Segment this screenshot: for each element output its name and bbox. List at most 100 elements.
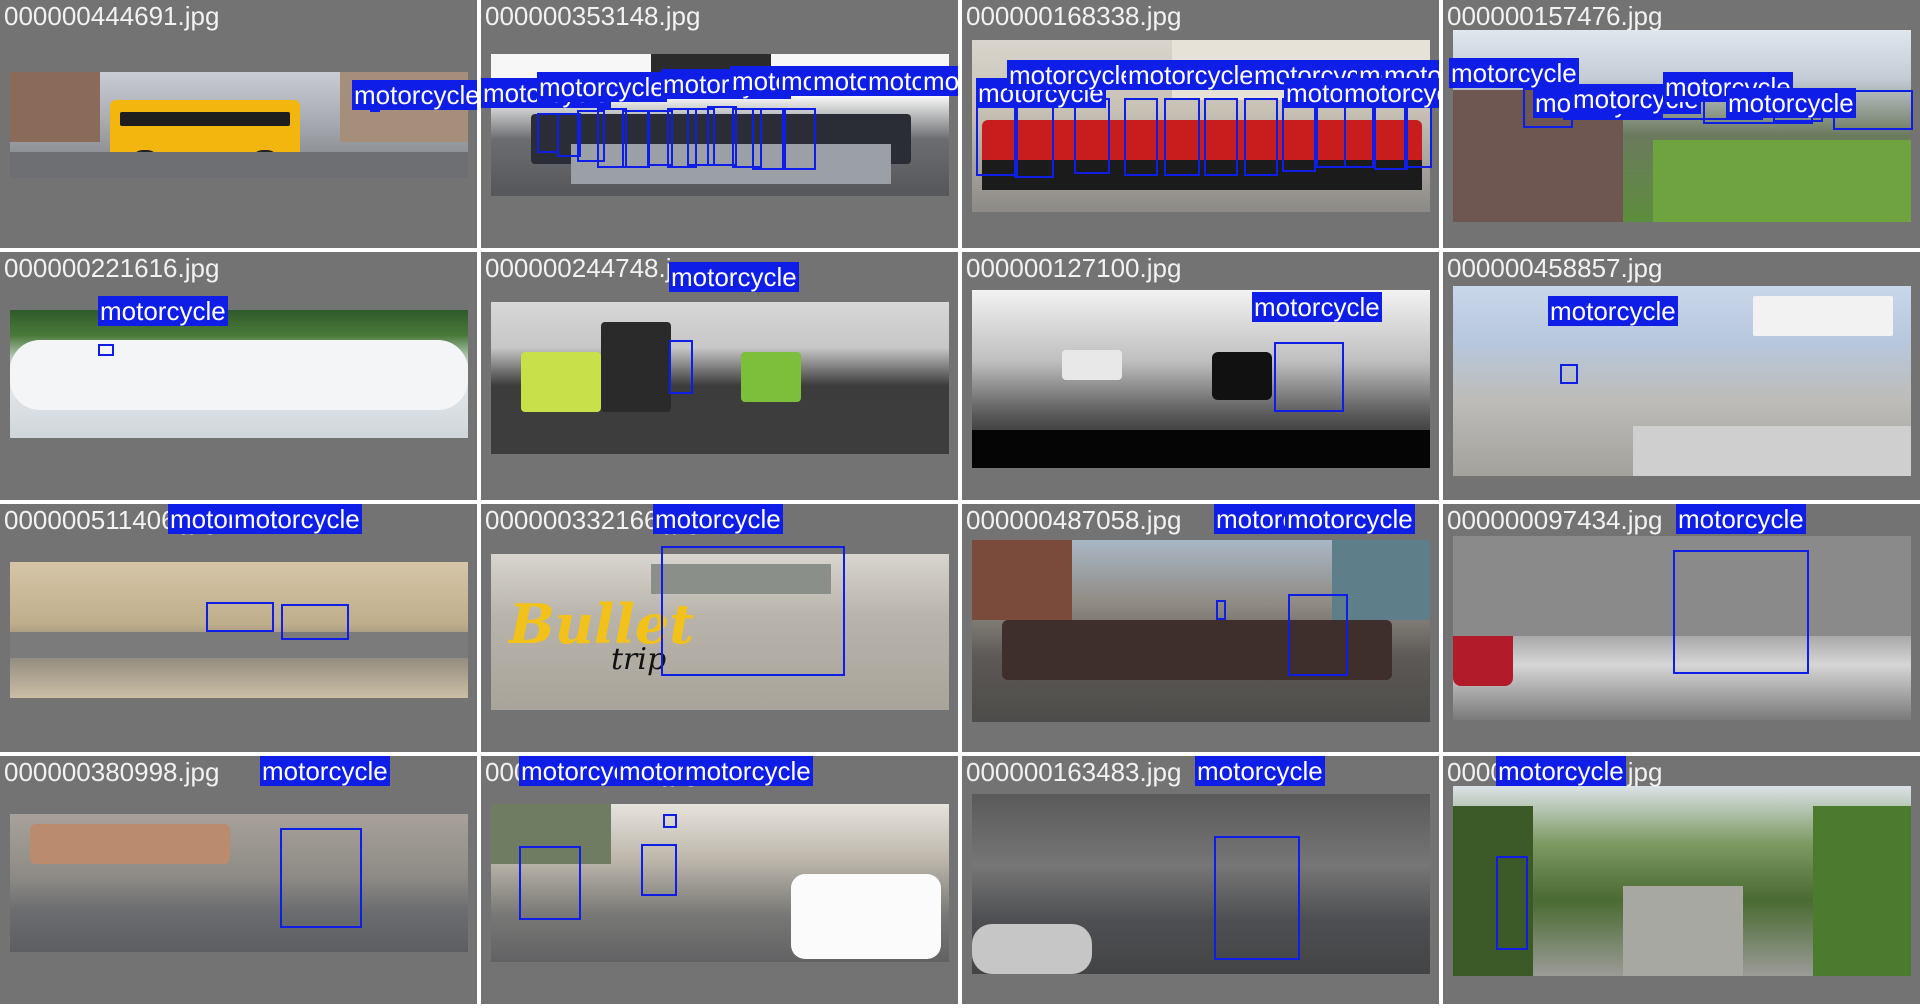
image-tile[interactable]: 000000163483.jpg motorcycle: [962, 756, 1439, 1004]
detection-label: motorcycle: [1496, 756, 1626, 786]
scene-shape: [972, 430, 1430, 468]
scene-shape: [491, 804, 611, 864]
image-tile[interactable]: 000000221616.jpg motorcycle: [0, 252, 477, 500]
detection-box: [1274, 342, 1344, 412]
detection-box: [1496, 856, 1528, 950]
scene-shape: [10, 152, 468, 178]
image-filename: 000000157476.jpg: [1447, 1, 1663, 31]
detection-box: [280, 828, 362, 928]
detection-box: [206, 602, 274, 632]
scene-shape: [972, 540, 1072, 620]
scene-shape: [1653, 140, 1911, 222]
scene-shape: [601, 322, 671, 412]
detection-box: [1374, 98, 1408, 170]
photo-overlay-text: trip: [611, 642, 667, 677]
detection-label: motorcycle: [1126, 60, 1256, 90]
image-tile[interactable]: 000000353148.jpg motorcycle motorcycle moto…: [481, 0, 958, 248]
detection-label: motorcycle: [232, 504, 362, 534]
scene-shape: [1453, 806, 1533, 976]
detection-label: motorcycle: [1285, 504, 1415, 534]
detection-box: [663, 814, 677, 828]
scene-shape: [521, 352, 601, 412]
detection-box: [1074, 98, 1110, 174]
scene-shape: [972, 924, 1092, 974]
photo: [972, 794, 1430, 974]
scene-shape: [1753, 296, 1893, 336]
detection-box: [1244, 98, 1278, 176]
scene-shape: [651, 564, 831, 594]
detection-label: motorcycle: [1252, 292, 1382, 322]
scene-shape: [1332, 540, 1430, 620]
scene-shape: [1002, 620, 1392, 680]
detection-label: motorcycle: [352, 80, 477, 110]
detection-label: motorcycle: [1726, 88, 1856, 118]
detection-box: [667, 108, 697, 168]
detection-label: motorcycle: [683, 756, 813, 786]
photo: [1453, 536, 1911, 720]
scene-shape: [1212, 352, 1272, 400]
detection-box: [732, 108, 762, 168]
detection-box: [281, 604, 349, 640]
detection-label: motorcycle: [1548, 296, 1678, 326]
detection-label: motorcycle: [537, 72, 667, 102]
scene-shape: [791, 874, 941, 959]
detection-box: [557, 113, 581, 157]
image-filename: 000000097434.jpg: [1447, 505, 1663, 535]
image-filename: 000000380998.jpg: [4, 757, 220, 787]
detection-label: motorcycle: [921, 66, 958, 96]
image-filename: 000000353148.jpg: [485, 1, 701, 31]
image-filename: 000000127100.jpg: [966, 253, 1182, 283]
image-filename: 000000244748.jpg: [485, 253, 701, 283]
detection-box: [597, 108, 627, 168]
detection-label: motorcycle: [98, 296, 228, 326]
photo-overlay-text: Bullet: [509, 592, 695, 656]
detection-label: motorcycle: [653, 504, 783, 534]
image-tile[interactable]: 000000332166.jpg Bullet trip motorcycle: [481, 504, 958, 752]
detection-box: [1673, 550, 1809, 674]
detection-box: [577, 110, 605, 162]
image-filename: 000000168338.jpg: [966, 1, 1182, 31]
scene-shape: [120, 112, 290, 126]
photo: [10, 310, 468, 438]
scene-shape: [30, 824, 230, 864]
scene-shape: [10, 632, 468, 658]
image-tile[interactable]: 000000097434.jpg motorcycle: [1443, 504, 1920, 752]
detection-box: [1216, 600, 1226, 620]
detection-box: [669, 340, 693, 394]
detection-label: motorcycle: [1676, 504, 1806, 534]
detection-box: [622, 110, 650, 168]
detection-label: motorcycle: [1449, 58, 1579, 88]
detection-box: [1204, 98, 1238, 176]
scene-shape: [1813, 806, 1911, 976]
detection-label: motorcycle: [260, 756, 390, 786]
detection-box: [707, 106, 737, 166]
image-tile[interactable]: 000000244748.jpg motorcycle: [481, 252, 958, 500]
detection-box: [641, 844, 677, 896]
photo: [1453, 786, 1911, 976]
detection-label: motorcycle: [1342, 78, 1439, 108]
image-filename: 000000444691.jpg: [4, 1, 220, 31]
photo: [491, 302, 949, 454]
image-tile[interactable]: 000000487058.jpg motorcycle motorcycle: [962, 504, 1439, 752]
detection-box: [687, 108, 715, 166]
image-tile[interactable]: 000000561186.jpgmotorcyclemotorcyclemoto…: [481, 756, 958, 1004]
scene-shape: [10, 72, 100, 142]
detection-box: [661, 546, 845, 676]
detection-box: [1282, 98, 1316, 172]
detection-box: [1164, 98, 1200, 176]
image-filename: 000000458857.jpg: [1447, 253, 1663, 283]
detection-box: [752, 108, 786, 170]
scene-shape: [491, 412, 949, 454]
scene-shape: [1453, 536, 1911, 636]
image-tile[interactable]: 000000380998.jpg motorcycle: [0, 756, 477, 1004]
photo: [491, 804, 949, 962]
photo: [972, 540, 1430, 722]
image-tile[interactable]: 000000127100.jpg motorcycle: [962, 252, 1439, 500]
image-tile[interactable]: 000000168338.jpg motorcycle motorcycle moto…: [962, 0, 1439, 248]
scene-shape: [10, 340, 468, 410]
image-tile[interactable]: 000000157476.jpg motorcycle motorcycle moto…: [1443, 0, 1920, 248]
image-tile[interactable]: 000000458857.jpg motorcycle: [1443, 252, 1920, 500]
image-tile[interactable]: 000000444691.jpg motorcycle: [0, 0, 477, 248]
